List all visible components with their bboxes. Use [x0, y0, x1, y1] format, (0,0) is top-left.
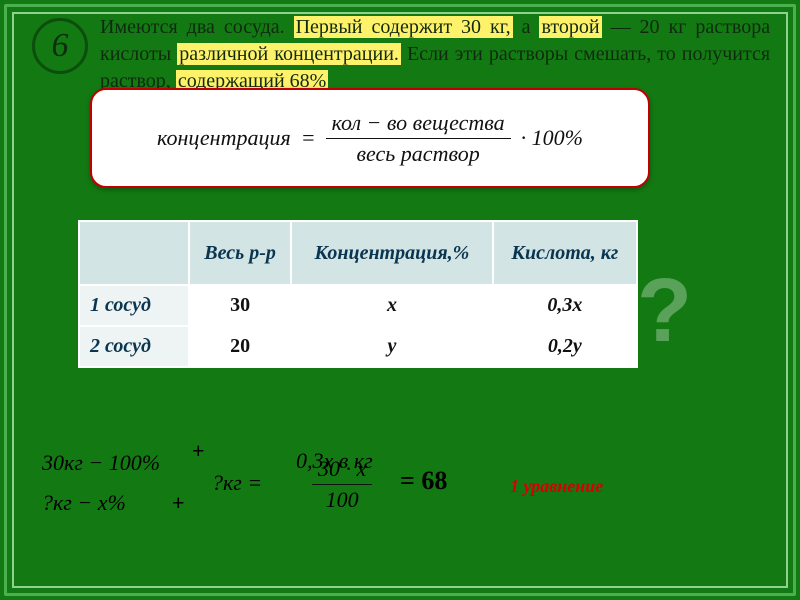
eq-frac: 30 · x 100 [312, 454, 372, 515]
table-row: 2 сосуд 20 y 0,2y [79, 326, 637, 367]
problem-number-badge: 6 [32, 18, 88, 74]
eq-fraction: 30 · x 100 [312, 454, 372, 515]
th-acid: Кислота, кг [493, 221, 637, 285]
formula-tail: · 100% [521, 125, 583, 151]
equation-label: 1 уравнение [510, 476, 603, 497]
table-header-row: Весь р-р Концентрация,% Кислота, кг [79, 221, 637, 285]
highlight-1: Первый содержит 30 кг, [294, 16, 513, 38]
equals: = [301, 125, 316, 151]
formula-card: концентрация = кол − во вещества весь ра… [90, 88, 650, 188]
text: а [522, 16, 531, 38]
plus-icon: + [192, 438, 205, 464]
formula-fraction: кол − во вещества весь раствор [326, 108, 511, 169]
ghost-question-mark: ? [637, 260, 692, 363]
highlight-3: различной концентрации. [177, 43, 401, 65]
eq-line1: 30кг − 100% [42, 450, 160, 476]
cell-acid: 0,2y [493, 326, 637, 367]
th-conc: Концентрация,% [291, 221, 492, 285]
text: Имеются два сосуда. [100, 16, 285, 38]
text: — 20 [611, 16, 660, 38]
row-label: 1 сосуд [79, 285, 189, 326]
highlight-2: второй [539, 16, 601, 38]
cell-conc: x [291, 285, 492, 326]
th-whole: Весь р-р [189, 221, 291, 285]
text: Если эти [407, 43, 483, 65]
cell-whole: 20 [189, 326, 291, 367]
table-row: 1 сосуд 30 x 0,3x [79, 285, 637, 326]
problem-number: 6 [52, 27, 69, 65]
data-table: Весь р-р Концентрация,% Кислота, кг 1 со… [78, 220, 638, 368]
fraction-bot: весь раствор [351, 139, 486, 169]
formula-row: концентрация = кол − во вещества весь ра… [157, 108, 583, 169]
fraction-top: кол − во вещества [326, 108, 511, 138]
eq-frac-bot: 100 [320, 485, 365, 515]
eq-line2: ?кг − x% [42, 490, 126, 516]
eq-frac-top: 30 · x [312, 454, 372, 484]
th-blank [79, 221, 189, 285]
equation-area: 30кг − 100% ?кг − x% + + ?кг = 0,3x в кг… [42, 430, 760, 570]
cell-whole: 30 [189, 285, 291, 326]
problem-text: Имеются два сосуда. Первый содержит 30 к… [100, 14, 770, 95]
cell-acid: 0,3x [493, 285, 637, 326]
eq-result: = 68 [400, 466, 447, 496]
eq-mid: ?кг = [212, 470, 262, 496]
formula-lhs: концентрация [157, 125, 291, 151]
cell-conc: y [291, 326, 492, 367]
row-label: 2 сосуд [79, 326, 189, 367]
plus-icon: + [172, 490, 185, 516]
